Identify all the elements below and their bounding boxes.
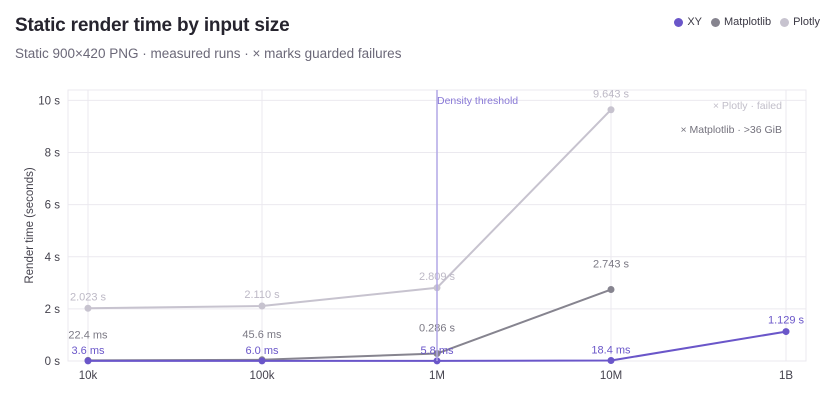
series-line-matplotlib [87,288,612,362]
data-label-xy: 18.4 ms [591,345,631,357]
data-label-plotly: 9.643 s [593,89,630,101]
data-label-plotly: 2.023 s [70,291,107,303]
y-tick-label: 8 s [45,148,61,160]
annotation-layer: Density threshold × Plotly · failed × Matp… [436,90,782,361]
data-point-plotly[interactable] [84,304,92,312]
data-point-plotly[interactable] [607,106,615,114]
y-tick-label: 0 s [45,356,61,368]
legend-swatch-xy [674,17,684,27]
legend-item-xy[interactable]: XY [674,16,702,28]
x-tick-label: 10M [600,370,622,382]
y-tick-label: 6 s [45,200,61,212]
data-point-xy[interactable] [607,357,615,365]
y-axis-title: Render time (seconds) [24,167,36,283]
data-point-xy[interactable] [84,357,92,365]
legend-item-matplotlib[interactable]: Matplotlib [711,16,771,28]
data-label-xy: 6.0 ms [245,345,279,357]
series-line-plotly [87,109,612,310]
density-threshold-label: Density threshold [437,95,518,107]
legend-swatch-matplotlib [711,17,721,27]
x-tick-label: 10k [79,370,98,382]
plotly-failed-note: × Plotly · failed [713,100,782,112]
legend-item-plotly[interactable]: Plotly [780,16,820,28]
legend-label-matplotlib: Matplotlib [724,16,772,28]
legend: XY Matplotlib Plotly [674,16,820,28]
data-point-xy[interactable] [258,357,266,365]
data-point-xy[interactable] [782,328,790,336]
data-point-matplotlib[interactable] [607,286,615,294]
axis-layer: 0 s 2 s 4 s 6 s 8 s 10 s 10k 100k 1M 10M 1B Render … [24,95,793,382]
matplotlib-oom-note: × Matplotlib · >36 GiB [680,124,782,136]
data-label-matplotlib: 2.743 s [593,259,630,271]
legend-label-xy: XY [687,16,703,28]
x-tick-label: 100k [250,370,275,382]
data-point-plotly[interactable] [258,302,266,310]
label-layer: 2.023 s 2.110 s2.809 s9.643 s22.4 ms 45.6 … [68,89,804,357]
y-tick-label: 4 s [45,252,61,264]
legend-label-plotly: Plotly [793,16,820,28]
legend-swatch-plotly [780,17,790,27]
data-label-xy: 1.129 s [768,315,805,327]
chart-subtitle: Static 900×420 PNG · measured runs · × m… [15,46,402,61]
data-label-matplotlib: 45.6 ms [242,329,282,341]
x-tick-label: 1B [779,370,793,382]
y-tick-label: 10 s [38,95,60,107]
data-label-matplotlib: 22.4 ms [68,329,108,341]
y-tick-label: 2 s [45,304,61,316]
data-label-xy: 3.6 ms [71,345,105,357]
chart-title: Static render time by input size [15,15,290,36]
x-tick-label: 1M [429,370,445,382]
data-label-plotly: 2.110 s [244,289,280,301]
